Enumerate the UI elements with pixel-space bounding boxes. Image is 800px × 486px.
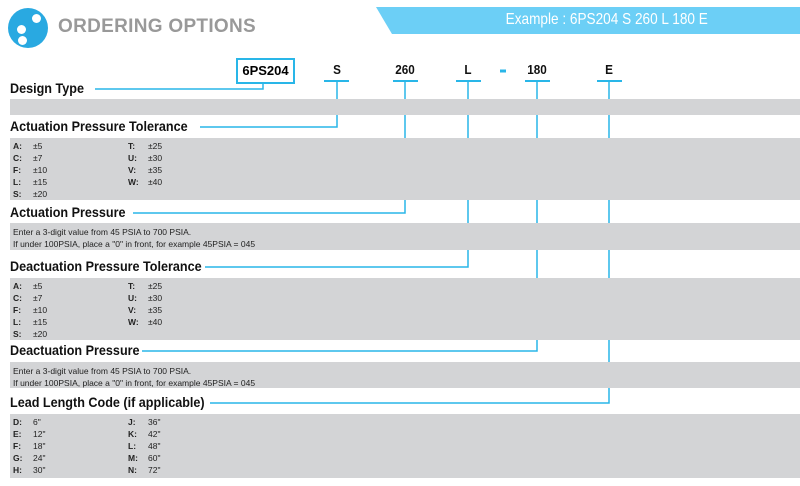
option-value: ±25 <box>148 141 163 151</box>
code-lead: E <box>605 62 613 77</box>
logo-icon <box>8 8 48 48</box>
option-value: 12" <box>33 429 46 439</box>
option-code: J: <box>128 417 136 427</box>
option-code: U: <box>128 153 137 163</box>
deact-pressure-line1: Enter a 3-digit value from 45 PSIA to 70… <box>13 366 192 376</box>
option-code: V: <box>128 305 137 315</box>
option-code: M: <box>128 453 138 463</box>
act-pressure-line1: Enter a 3-digit value from 45 PSIA to 70… <box>13 227 192 237</box>
option-value: 6" <box>33 417 41 427</box>
heading-lead: Lead Length Code (if applicable) <box>10 394 205 410</box>
option-code: U: <box>128 293 137 303</box>
option-code: E: <box>13 429 22 439</box>
option-value: ±40 <box>148 177 163 187</box>
heading-deact-tol: Deactuation Pressure Tolerance <box>10 258 202 274</box>
band-deact-pressure: Enter a 3-digit value from 45 PSIA to 70… <box>10 362 800 388</box>
option-value: ±20 <box>33 189 48 199</box>
option-value: 24" <box>33 453 46 463</box>
band-design-type <box>10 99 800 115</box>
heading-design-type: Design Type <box>10 80 84 96</box>
page-title: ORDERING OPTIONS <box>58 16 256 37</box>
option-code: C: <box>13 153 22 163</box>
option-value: 36" <box>148 417 161 427</box>
deact-pressure-line2: If under 100PSIA, place a "0" in front, … <box>13 378 256 388</box>
act-pressure-line <box>133 81 406 214</box>
option-code: K: <box>128 429 137 439</box>
option-value: ±40 <box>148 317 163 327</box>
option-code: F: <box>13 441 22 451</box>
option-code: W: <box>128 177 139 187</box>
option-code: T: <box>128 281 136 291</box>
option-value: 72" <box>148 465 161 475</box>
option-code: F: <box>13 165 22 175</box>
option-value: ±35 <box>148 165 163 175</box>
option-code: T: <box>128 141 136 151</box>
code-act-tol: S <box>333 62 341 77</box>
option-value: ±30 <box>148 153 163 163</box>
option-value: ±5 <box>33 281 43 291</box>
option-value: ±30 <box>148 293 163 303</box>
option-code: L: <box>13 177 22 187</box>
option-code: A: <box>13 281 22 291</box>
act-tol-line <box>200 81 338 128</box>
option-value: ±10 <box>33 305 48 315</box>
design-line <box>95 82 264 90</box>
option-code: C: <box>13 293 22 303</box>
heading-act-tol: Actuation Pressure Tolerance <box>10 118 188 134</box>
option-value: ±20 <box>33 329 48 339</box>
option-code: D: <box>13 417 22 427</box>
option-value: 42" <box>148 429 161 439</box>
option-code: W: <box>128 317 139 327</box>
option-value: 30" <box>33 465 46 475</box>
band-act-pressure: Enter a 3-digit value from 45 PSIA to 70… <box>10 223 800 250</box>
option-code: S: <box>13 189 22 199</box>
heading-deact-pressure: Deactuation Pressure <box>10 342 140 358</box>
band-act-tol: A: ±5 C: ±7 F: ±10 L: ±15 S: ±20 T: ±25 U: ±30 V: ±35 W:… <box>10 138 800 200</box>
band-lead: D: 6" E: 12" F: 18" G: 24" H: 30" J: 36" K: 42" L: 48" M… <box>10 414 800 478</box>
option-code: S: <box>13 329 22 339</box>
option-value: ±25 <box>148 281 163 291</box>
option-value: 48" <box>148 441 161 451</box>
option-code: L: <box>128 441 137 451</box>
code-deact-tol: L <box>464 62 472 77</box>
option-value: ±10 <box>33 165 48 175</box>
code-design-type: 6PS204 <box>236 58 295 84</box>
option-code: H: <box>13 465 22 475</box>
example-text: Example : 6PS204 S 260 L 180 E <box>505 11 708 28</box>
act-pressure-line2: If under 100PSIA, place a "0" in front, … <box>13 239 256 249</box>
option-value: 18" <box>33 441 46 451</box>
option-value: ±15 <box>33 177 48 187</box>
heading-act-pressure: Actuation Pressure <box>10 204 126 220</box>
code-act-pressure: 260 <box>395 62 415 77</box>
example-banner: Example : 6PS204 S 260 L 180 E <box>376 7 800 34</box>
option-value: 60" <box>148 453 161 463</box>
band-deact-tol: A: ±5 C: ±7 F: ±10 L: ±15 S: ±20 T: ±25 U: ±30 V: ±35 W:… <box>10 278 800 340</box>
option-code: G: <box>13 453 23 463</box>
code-deact-pressure: 180 <box>527 62 547 77</box>
option-value: ±7 <box>33 293 43 303</box>
option-value: ±5 <box>33 141 43 151</box>
option-code: V: <box>128 165 137 175</box>
option-value: ±15 <box>33 317 48 327</box>
option-value: ±35 <box>148 305 163 315</box>
option-value: ±7 <box>33 153 43 163</box>
option-code: N: <box>128 465 137 475</box>
option-code: A: <box>13 141 22 151</box>
option-code: L: <box>13 317 22 327</box>
option-code: F: <box>13 305 22 315</box>
